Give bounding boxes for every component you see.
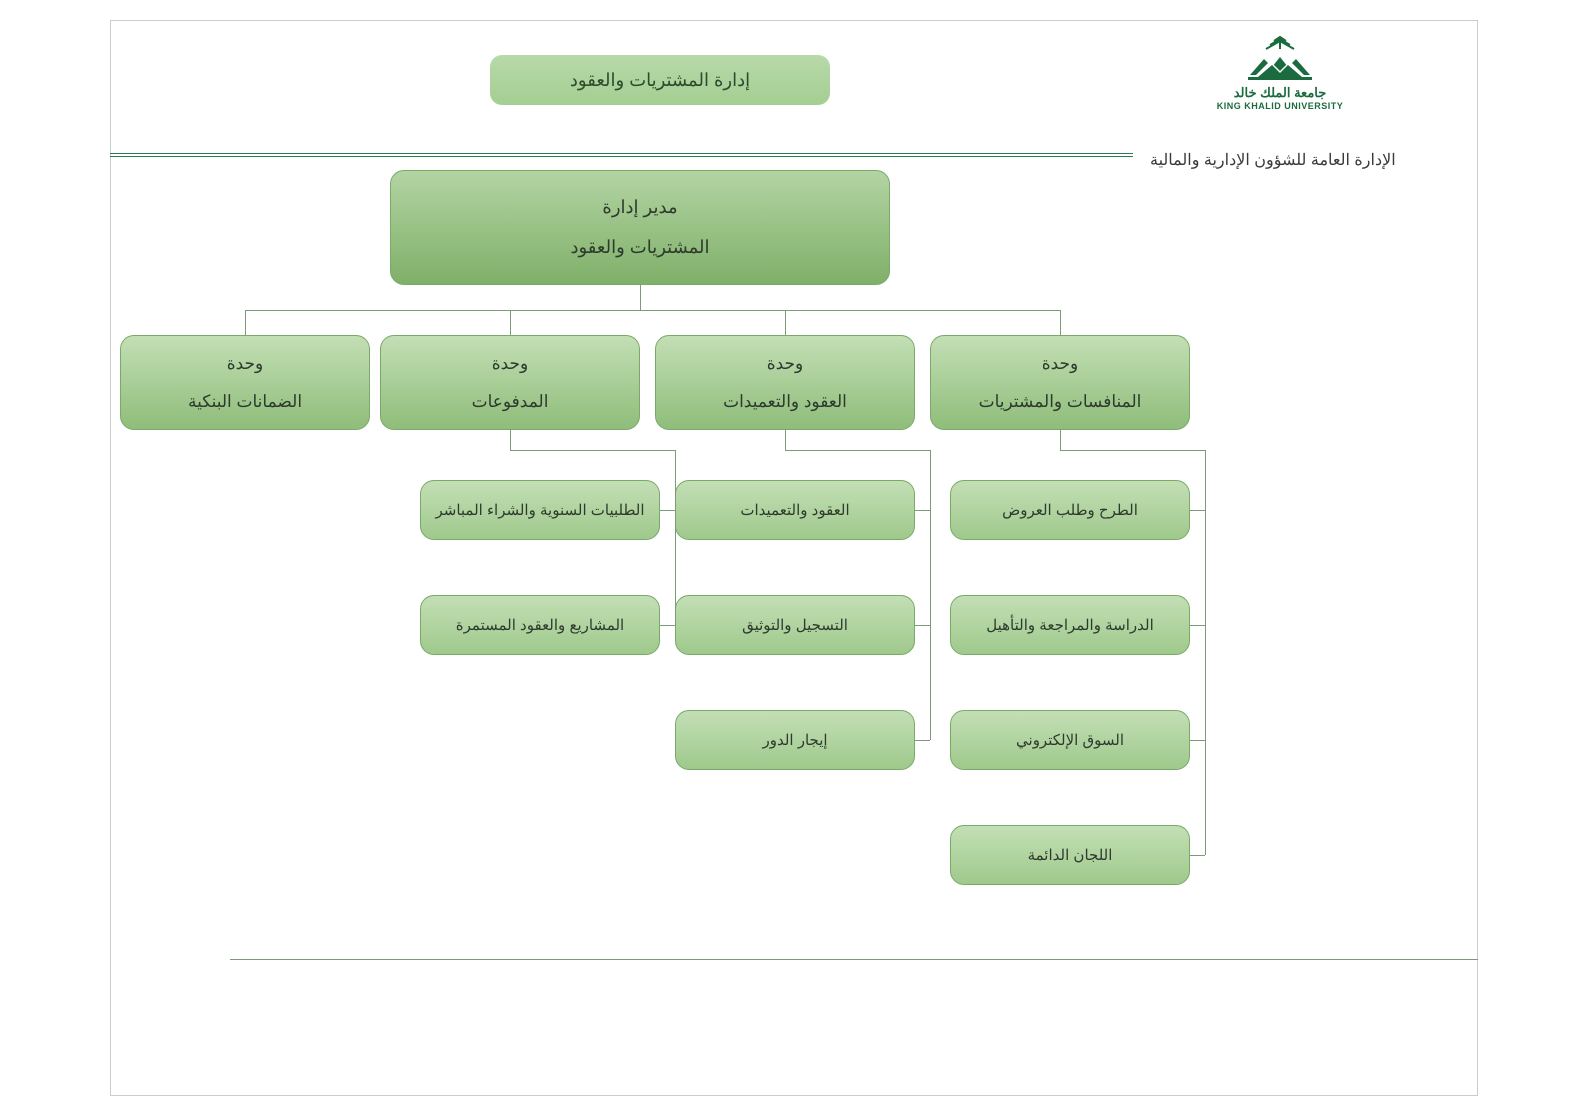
connector-line [1060, 430, 1061, 450]
unit-node-payments: وحدةالمدفوعات [380, 335, 640, 430]
unit-line2: المنافسات والمشتريات [979, 383, 1142, 420]
connector-line [245, 310, 246, 335]
org-chart: مدير إدارةالمشتريات والعقودوحدةالمنافسات… [110, 170, 1478, 990]
leaf-node-competitions-0: الطرح وطلب العروض [950, 480, 1190, 540]
university-logo: جامعة الملك خالد KING KHALID UNIVERSITY [1190, 35, 1370, 111]
leaf-label: الطرح وطلب العروض [1002, 501, 1138, 519]
unit-node-contracts: وحدةالعقود والتعميدات [655, 335, 915, 430]
unit-line2: الضمانات البنكية [188, 383, 302, 420]
connector-line [785, 450, 930, 451]
leaf-label: اللجان الدائمة [1028, 846, 1113, 864]
leaf-label: المشاريع والعقود المستمرة [456, 616, 624, 634]
leaf-label: العقود والتعميدات [740, 501, 849, 519]
leaf-label: إيجار الدور [762, 731, 827, 749]
logo-text-ar: جامعة الملك خالد [1190, 85, 1370, 101]
page-title: إدارة المشتريات والعقود [490, 55, 830, 105]
unit-node-competitions: وحدةالمنافسات والمشتريات [930, 335, 1190, 430]
leaf-node-competitions-1: الدراسة والمراجعة والتأهيل [950, 595, 1190, 655]
unit-line2: المدفوعات [472, 383, 549, 420]
connector-line [785, 430, 786, 450]
root-line1: مدير إدارة [602, 188, 677, 228]
connector-line [660, 625, 675, 626]
unit-line1: وحدة [1042, 345, 1079, 382]
connector-line [1060, 310, 1061, 335]
department-subtitle: الإدارة العامة للشؤون الإدارية والمالية [1150, 150, 1396, 170]
root-line2: المشتريات والعقود [570, 228, 709, 268]
unit-line1: وحدة [492, 345, 529, 382]
connector-line [915, 625, 930, 626]
connector-line [510, 310, 511, 335]
leaf-node-payments-0: الطلبيات السنوية والشراء المباشر [420, 480, 660, 540]
connector-line [915, 510, 930, 511]
connector-line [675, 450, 676, 625]
leaf-node-competitions-3: اللجان الدائمة [950, 825, 1190, 885]
leaf-label: السوق الإلكتروني [1016, 731, 1124, 749]
leaf-label: التسجيل والتوثيق [742, 616, 848, 634]
logo-icon [1244, 35, 1316, 83]
leaf-label: الطلبيات السنوية والشراء المباشر [435, 501, 644, 519]
leaf-label: الدراسة والمراجعة والتأهيل [986, 616, 1154, 634]
connector-line [660, 510, 675, 511]
leaf-node-competitions-2: السوق الإلكتروني [950, 710, 1190, 770]
root-node: مدير إدارةالمشتريات والعقود [390, 170, 890, 285]
connector-line [1205, 450, 1206, 855]
connector-line [510, 450, 675, 451]
connector-line [510, 430, 511, 450]
unit-line1: وحدة [767, 345, 804, 382]
footer-divider [230, 959, 1478, 960]
connector-line [640, 285, 641, 310]
header-divider [110, 153, 1133, 157]
connector-line [1190, 510, 1205, 511]
leaf-node-payments-1: المشاريع والعقود المستمرة [420, 595, 660, 655]
leaf-node-contracts-2: إيجار الدور [675, 710, 915, 770]
connector-line [785, 310, 786, 335]
leaf-node-contracts-1: التسجيل والتوثيق [675, 595, 915, 655]
connector-line [915, 740, 930, 741]
logo-text-en: KING KHALID UNIVERSITY [1190, 101, 1370, 111]
unit-line2: العقود والتعميدات [723, 383, 847, 420]
connector-line [930, 450, 931, 740]
unit-line1: وحدة [227, 345, 264, 382]
connector-line [1190, 740, 1205, 741]
connector-line [1190, 625, 1205, 626]
leaf-node-contracts-0: العقود والتعميدات [675, 480, 915, 540]
connector-line [245, 310, 1060, 311]
connector-line [1060, 450, 1205, 451]
unit-node-guarantees: وحدةالضمانات البنكية [120, 335, 370, 430]
connector-line [1190, 855, 1205, 856]
